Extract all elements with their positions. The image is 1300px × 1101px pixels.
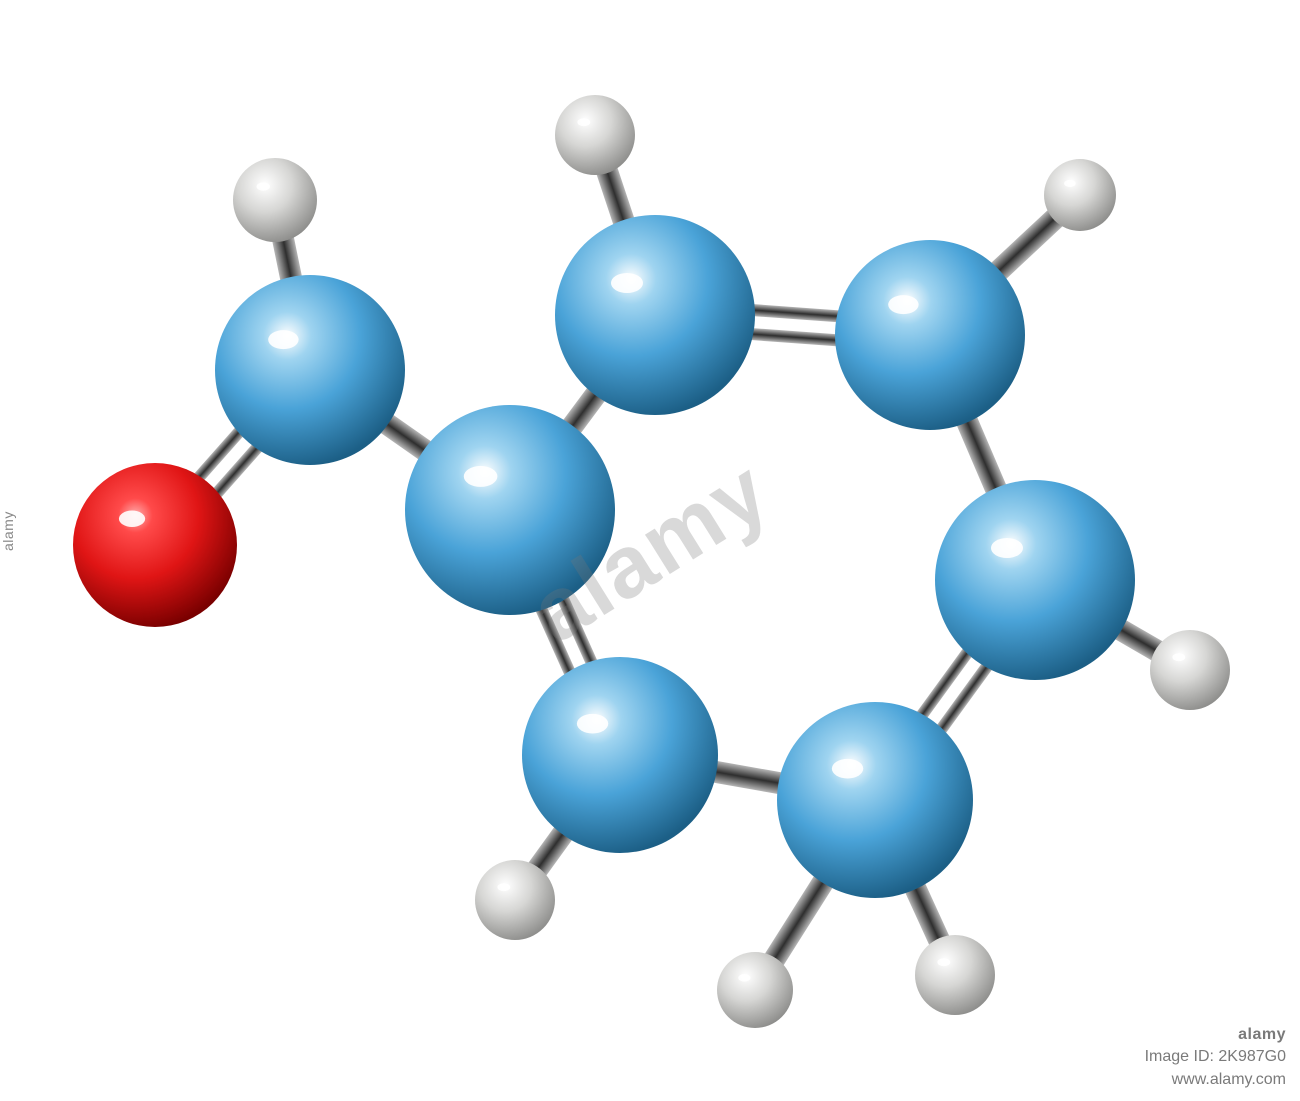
h-atom (1044, 159, 1116, 231)
c-atom (835, 240, 1025, 430)
c-atom (555, 215, 755, 415)
c-atom (215, 275, 405, 465)
molecule-figure: alamy alamy Image ID: 2K987G0 www.alamy.… (0, 0, 1300, 1101)
h-atom (475, 860, 555, 940)
h-atom (233, 158, 317, 242)
c-atom (777, 702, 973, 898)
atoms-layer (73, 95, 1230, 1028)
molecule-svg (0, 0, 1300, 1101)
c-atom (522, 657, 718, 853)
c-atom (405, 405, 615, 615)
h-atom (915, 935, 995, 1015)
h-atom (717, 952, 793, 1028)
h-atom (555, 95, 635, 175)
h-atom (1150, 630, 1230, 710)
c-atom (935, 480, 1135, 680)
o-atom (73, 463, 237, 627)
